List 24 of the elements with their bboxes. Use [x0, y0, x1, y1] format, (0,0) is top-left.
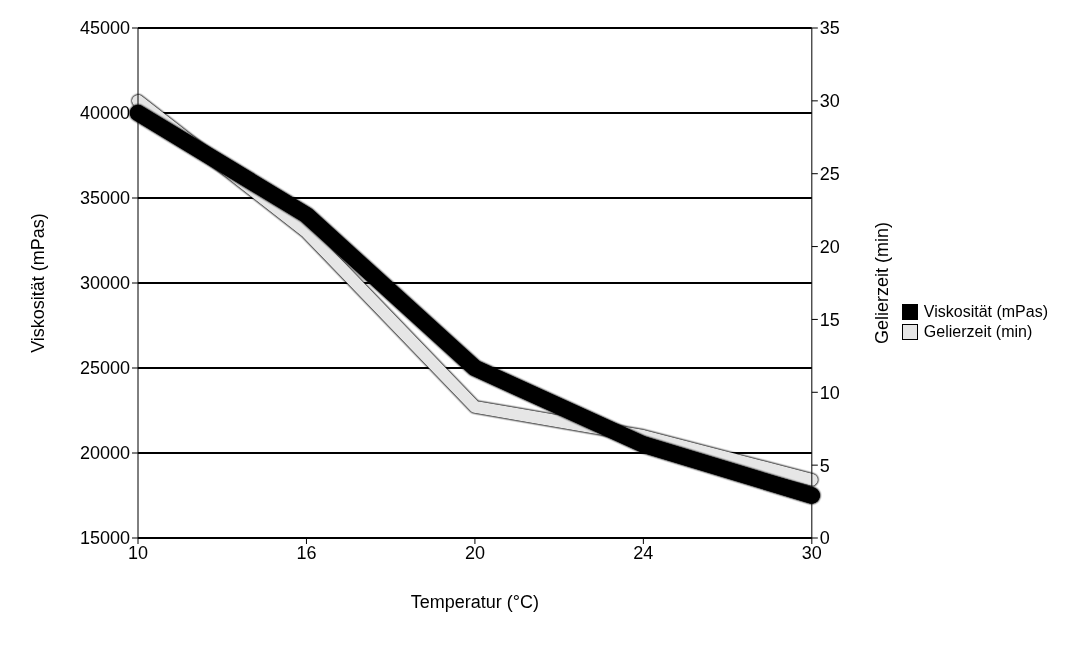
- y-tick-label: 15000: [79, 528, 130, 549]
- y-tick-label: 30000: [79, 273, 130, 294]
- y-axis-title: Viskosität (mPas): [28, 213, 49, 353]
- y2-axis-title: Gelierzeit (min): [872, 221, 893, 345]
- y-tick-label: 35000: [79, 188, 130, 209]
- y2-tick-label: 5: [819, 455, 830, 476]
- y2-tick-label: 25: [819, 164, 840, 185]
- y2-tick-label: 20: [819, 236, 840, 257]
- x-tick-label: 24: [633, 542, 654, 563]
- x-axis-title: Temperatur (°C): [410, 592, 540, 612]
- y2-tick-label: 10: [819, 382, 840, 403]
- legend-label: Viskosität (mPas): [923, 303, 1048, 321]
- x-tick-label: 30: [801, 542, 822, 563]
- y-tick-label: 25000: [79, 358, 130, 379]
- x-tick-label: 10: [127, 542, 149, 563]
- y2-tick-label: 30: [819, 91, 840, 112]
- y2-tick-label: 15: [819, 309, 840, 330]
- y-tick-label: 20000: [79, 443, 130, 464]
- x-tick-label: 16: [296, 542, 317, 563]
- y-tick-label: 45000: [79, 18, 130, 39]
- x-tick-label: 20: [464, 542, 485, 563]
- y2-tick-label: 35: [819, 18, 840, 39]
- y-tick-label: 40000: [79, 103, 130, 124]
- legend-label: Gelierzeit (min): [923, 323, 1033, 341]
